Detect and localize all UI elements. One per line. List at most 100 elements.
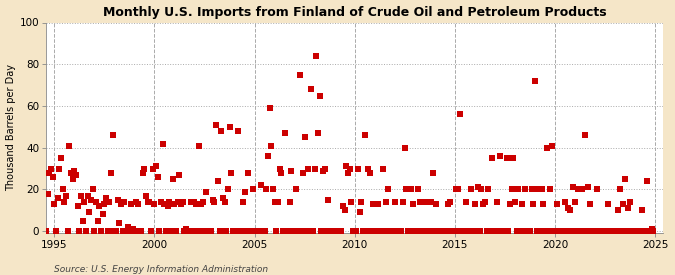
Point [464, 229, 475, 233]
Title: Monthly U.S. Imports from Finland of Crude Oil and Petroleum Products: Monthly U.S. Imports from Finland of Cru… [103, 6, 606, 18]
Point [496, 229, 507, 233]
Point [142, 200, 153, 204]
Point [571, 229, 582, 233]
Point [468, 229, 479, 233]
Point [481, 229, 492, 233]
Point [599, 229, 610, 233]
Point [518, 229, 529, 233]
Point [396, 229, 407, 233]
Point [501, 156, 512, 160]
Point [57, 187, 68, 192]
Point [561, 229, 572, 233]
Point [69, 169, 80, 173]
Point [46, 166, 57, 171]
Point [197, 200, 208, 204]
Point [43, 191, 53, 196]
Point [39, 229, 50, 233]
Point [242, 170, 253, 175]
Point [248, 187, 259, 192]
Point [471, 229, 482, 233]
Point [178, 200, 188, 204]
Point [541, 145, 552, 150]
Point [439, 229, 450, 233]
Point [608, 229, 619, 233]
Point [263, 154, 273, 158]
Point [149, 202, 160, 206]
Point [489, 229, 500, 233]
Point [389, 200, 400, 204]
Point [140, 194, 151, 198]
Point [448, 229, 458, 233]
Point [101, 196, 111, 200]
Point [256, 183, 267, 188]
Point [595, 229, 605, 233]
Point [463, 229, 474, 233]
Point [80, 229, 91, 233]
Point [421, 229, 432, 233]
Point [261, 187, 271, 192]
Point [453, 187, 464, 192]
Point [394, 229, 405, 233]
Point [598, 229, 609, 233]
Point [103, 229, 113, 233]
Point [92, 219, 103, 223]
Point [497, 229, 508, 233]
Point [225, 170, 236, 175]
Point [526, 187, 537, 192]
Point [79, 200, 90, 204]
Point [384, 229, 395, 233]
Point [36, 200, 47, 204]
Point [344, 166, 355, 171]
Point [516, 202, 527, 206]
Point [104, 200, 115, 204]
Point [436, 229, 447, 233]
Point [288, 229, 298, 233]
Point [428, 170, 439, 175]
Point [128, 227, 138, 231]
Point [304, 229, 315, 233]
Point [291, 187, 302, 192]
Point [486, 156, 497, 160]
Point [276, 170, 287, 175]
Point [475, 229, 485, 233]
Point [426, 200, 437, 204]
Point [219, 200, 230, 204]
Point [213, 179, 223, 183]
Point [30, 177, 41, 181]
Point [181, 227, 192, 231]
Point [523, 229, 534, 233]
Point [451, 187, 462, 192]
Point [538, 202, 549, 206]
Point [47, 175, 58, 179]
Point [182, 229, 193, 233]
Point [257, 229, 268, 233]
Point [560, 200, 570, 204]
Point [329, 229, 340, 233]
Point [302, 166, 313, 171]
Point [478, 202, 489, 206]
Point [306, 87, 317, 92]
Point [156, 200, 167, 204]
Point [227, 229, 238, 233]
Point [401, 187, 412, 192]
Point [217, 196, 228, 200]
Point [54, 166, 65, 171]
Point [231, 229, 242, 233]
Point [359, 133, 370, 138]
Point [610, 229, 620, 233]
Point [59, 200, 70, 204]
Point [356, 200, 367, 204]
Point [267, 187, 278, 192]
Point [72, 204, 83, 208]
Point [340, 208, 350, 213]
Point [259, 229, 270, 233]
Point [216, 129, 227, 133]
Point [419, 200, 430, 204]
Point [119, 200, 130, 204]
Point [204, 229, 215, 233]
Point [408, 202, 418, 206]
Point [414, 200, 425, 204]
Point [84, 210, 95, 214]
Point [533, 187, 543, 192]
Point [106, 170, 117, 175]
